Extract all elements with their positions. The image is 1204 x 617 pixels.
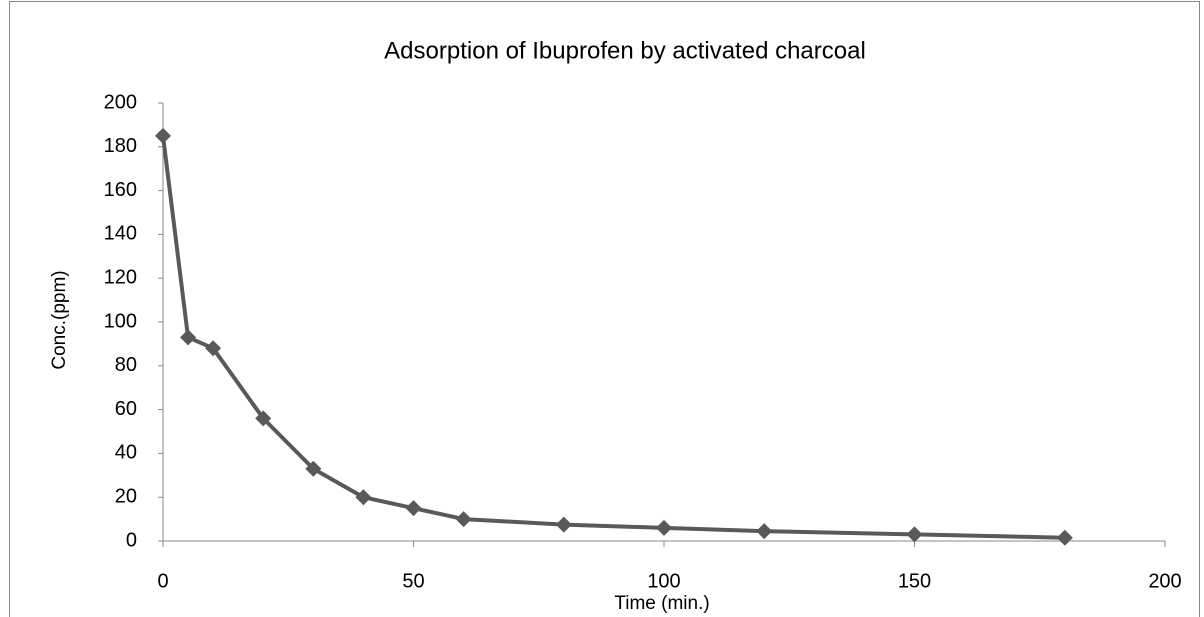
x-tick-label: 0 <box>157 570 168 592</box>
y-tick-label: 200 <box>104 91 137 113</box>
y-tick-label: 140 <box>104 223 137 245</box>
data-marker <box>455 511 472 528</box>
data-marker <box>656 519 672 536</box>
y-tick-label: 0 <box>126 529 137 551</box>
data-marker <box>756 523 773 540</box>
data-marker <box>906 526 923 543</box>
data-marker <box>355 489 372 506</box>
y-tick-label: 40 <box>115 442 137 464</box>
y-tick-label: 100 <box>104 310 137 332</box>
y-tick-label: 60 <box>115 398 137 420</box>
data-marker <box>155 127 171 144</box>
chart-border <box>9 1 1200 617</box>
y-tick-label: 120 <box>104 266 137 288</box>
x-tick-label: 200 <box>1148 570 1181 592</box>
y-axis-label: Conc.(ppm) <box>49 270 70 369</box>
x-tick-label: 150 <box>898 570 931 592</box>
data-marker <box>255 410 272 427</box>
y-tick-label: 180 <box>104 135 137 157</box>
data-marker <box>555 516 572 533</box>
x-tick-label: 50 <box>402 570 424 592</box>
y-tick-label: 20 <box>115 485 137 507</box>
x-tick-label: 100 <box>647 570 680 592</box>
data-marker <box>405 500 422 517</box>
y-tick-label: 80 <box>115 354 137 376</box>
chart-title: Adsorption of Ibuprofen by activated cha… <box>384 37 866 64</box>
data-marker <box>180 329 197 346</box>
data-marker <box>1056 529 1073 546</box>
data-marker <box>305 460 322 477</box>
y-tick-label: 160 <box>104 179 137 201</box>
x-axis-label: Time (min.) <box>614 593 709 614</box>
data-marker <box>205 340 222 357</box>
